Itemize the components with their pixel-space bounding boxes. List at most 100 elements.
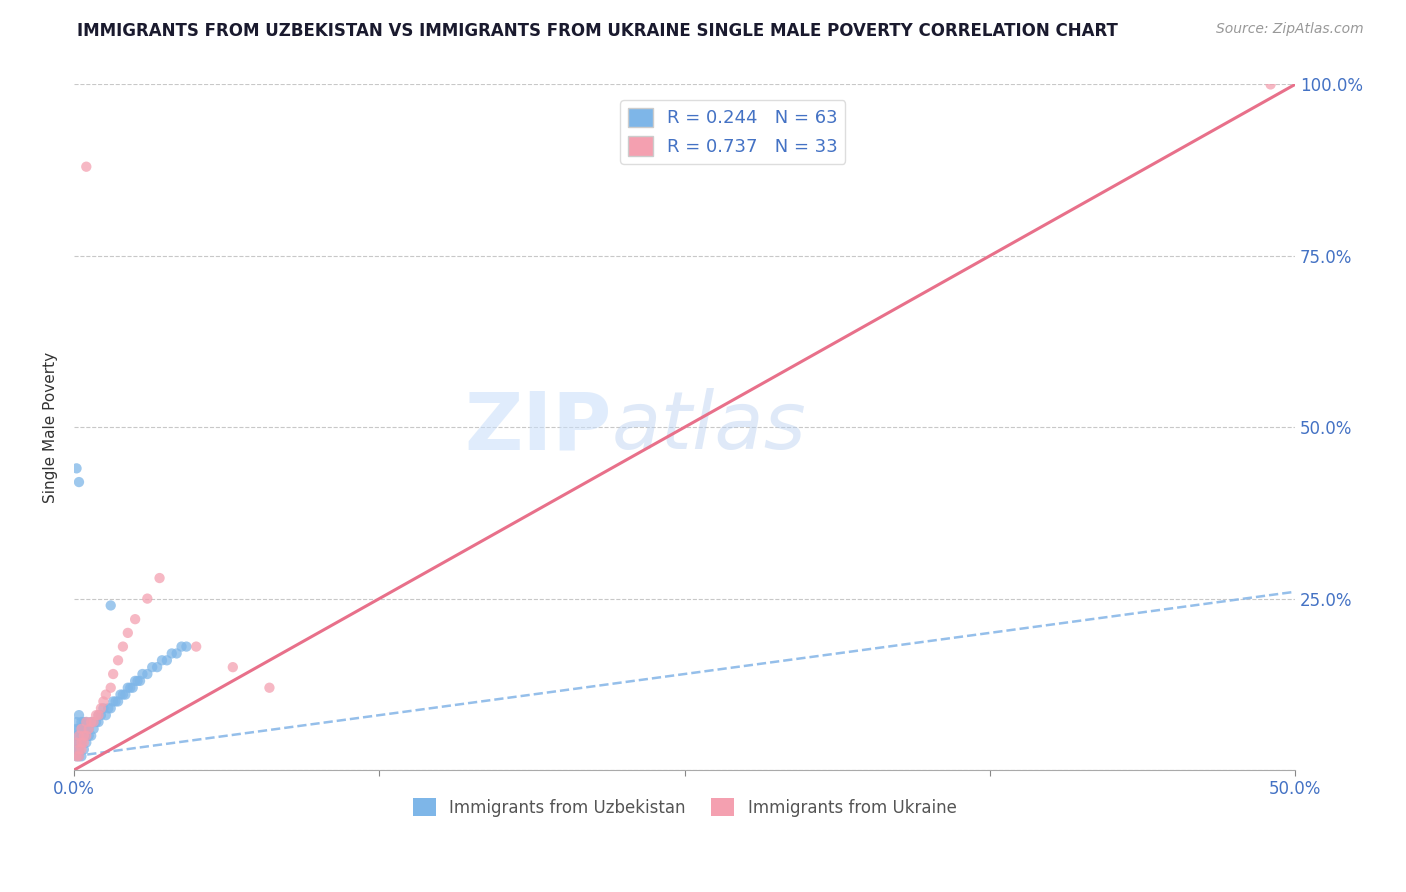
Point [87, 708, 110, 723]
Point [136, 667, 159, 681]
Point [65, 729, 87, 743]
Point [84, 708, 107, 723]
Point [73, 722, 96, 736]
Point [75, 160, 97, 174]
Point [80, 714, 103, 729]
Point [75, 714, 97, 729]
Point [65, 749, 87, 764]
Point [65, 735, 87, 749]
Point [259, 681, 281, 695]
Point [70, 722, 93, 736]
Point [70, 729, 93, 743]
Point [73, 729, 96, 743]
Point [104, 694, 127, 708]
Point [83, 722, 105, 736]
Point [75, 714, 97, 729]
Point [100, 681, 122, 695]
Point [150, 653, 173, 667]
Point [90, 701, 112, 715]
Point [1260, 78, 1282, 92]
Point [124, 673, 146, 688]
Point [67, 722, 90, 736]
Point [67, 749, 90, 764]
Point [65, 749, 87, 764]
Point [70, 735, 93, 749]
Point [75, 729, 97, 743]
Point [186, 640, 208, 654]
Text: Source: ZipAtlas.com: Source: ZipAtlas.com [1216, 22, 1364, 37]
Point [148, 571, 170, 585]
Point [129, 673, 152, 688]
Point [160, 647, 183, 661]
Text: ZIP: ZIP [464, 388, 612, 467]
Point [84, 714, 107, 729]
Point [65, 461, 87, 475]
Point [111, 688, 134, 702]
Point [77, 722, 100, 736]
Point [73, 729, 96, 743]
Point [107, 694, 129, 708]
Point [80, 714, 103, 729]
Point [67, 749, 90, 764]
Point [70, 735, 93, 749]
Point [70, 742, 93, 756]
Point [124, 612, 146, 626]
Legend: Immigrants from Uzbekistan, Immigrants from Ukraine: Immigrants from Uzbekistan, Immigrants f… [406, 791, 963, 823]
Point [67, 735, 90, 749]
Point [67, 729, 90, 743]
Point [146, 660, 169, 674]
Point [100, 599, 122, 613]
Point [65, 742, 87, 756]
Point [70, 714, 93, 729]
Point [67, 729, 90, 743]
Point [77, 729, 100, 743]
Point [101, 694, 124, 708]
Point [117, 681, 139, 695]
Text: atlas: atlas [612, 388, 806, 467]
Point [87, 708, 110, 723]
Point [131, 667, 153, 681]
Point [94, 688, 117, 702]
Point [94, 708, 117, 723]
Point [166, 647, 188, 661]
Point [176, 640, 198, 654]
Point [65, 735, 87, 749]
Point [73, 742, 96, 756]
Point [67, 708, 90, 723]
Point [75, 735, 97, 749]
Point [83, 714, 105, 729]
Point [222, 660, 245, 674]
Point [93, 701, 115, 715]
Point [87, 714, 110, 729]
Point [67, 742, 90, 756]
Point [67, 742, 90, 756]
Point [110, 688, 132, 702]
Point [107, 653, 129, 667]
Point [70, 749, 93, 764]
Point [117, 626, 139, 640]
Y-axis label: Single Male Poverty: Single Male Poverty [44, 351, 58, 503]
Point [65, 722, 87, 736]
Point [90, 708, 112, 723]
Point [67, 475, 90, 489]
Point [111, 640, 134, 654]
Point [156, 653, 179, 667]
Point [100, 701, 122, 715]
Point [75, 729, 97, 743]
Point [114, 688, 136, 702]
Point [93, 694, 115, 708]
Point [170, 640, 193, 654]
Point [73, 735, 96, 749]
Point [120, 681, 142, 695]
Point [121, 681, 143, 695]
Point [70, 722, 93, 736]
Point [83, 714, 105, 729]
Point [97, 701, 120, 715]
Point [77, 722, 100, 736]
Point [101, 667, 124, 681]
Text: IMMIGRANTS FROM UZBEKISTAN VS IMMIGRANTS FROM UKRAINE SINGLE MALE POVERTY CORREL: IMMIGRANTS FROM UZBEKISTAN VS IMMIGRANTS… [77, 22, 1118, 40]
Point [73, 714, 96, 729]
Point [65, 714, 87, 729]
Point [80, 729, 103, 743]
Point [127, 673, 149, 688]
